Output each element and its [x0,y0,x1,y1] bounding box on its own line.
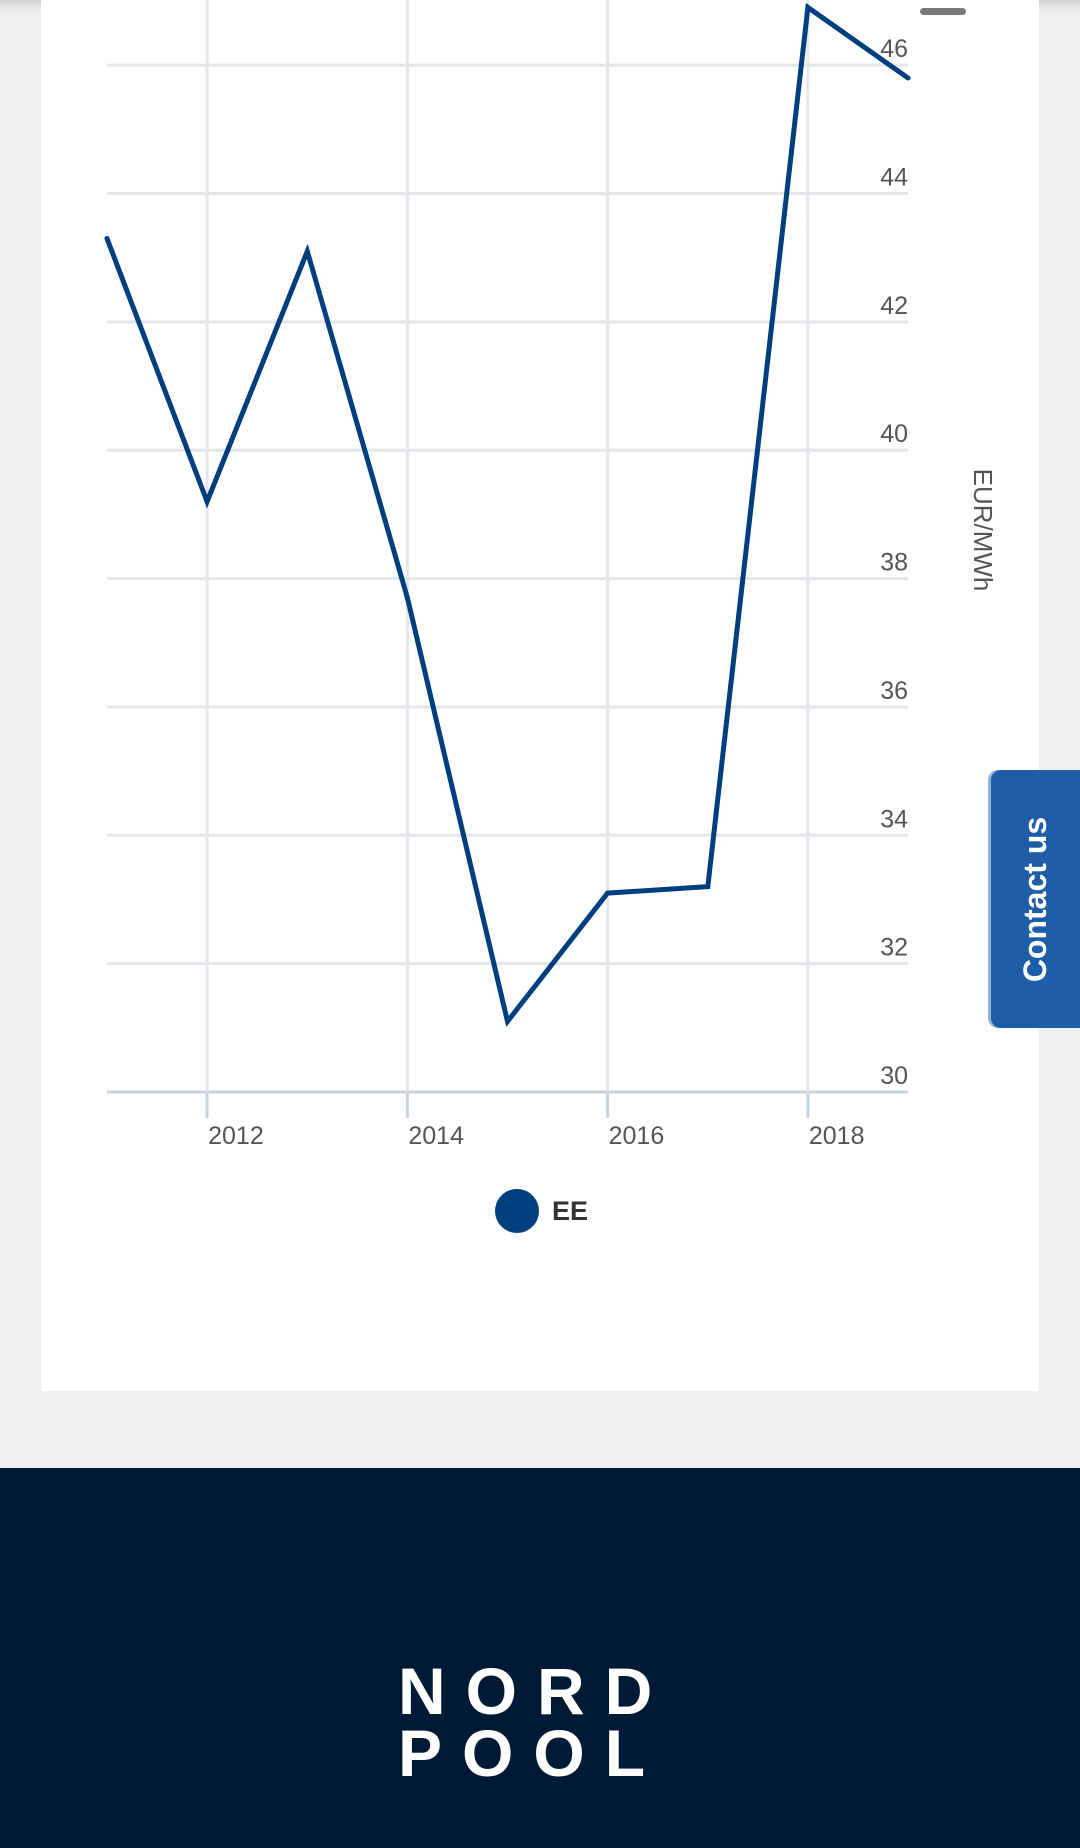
data-point-2019 [905,75,911,81]
scroll-indicator [920,8,966,15]
y-tick-label-46: 46 [880,35,908,63]
y-axis-labels: 30 32 34 36 38 40 42 44 46 [880,35,908,1090]
y-tick-label-44: 44 [880,164,908,192]
contact-us-label: Contact us [1017,816,1053,982]
logo-line-2: POOL [398,1716,666,1790]
y-tick-label-36: 36 [880,677,908,705]
price-line-chart: 30 32 34 36 38 40 42 44 46 2012 2014 2016 2018 EUR/… [104,0,998,1233]
y-tick-label-38: 38 [880,549,908,577]
logo-line-1: NORD [398,1654,673,1728]
y-tick-label-40: 40 [880,420,908,448]
nord-pool-logo[interactable]: NORD POOL [398,1654,688,1790]
data-point-2012 [204,499,210,505]
x-tick-label-2016: 2016 [609,1122,665,1150]
y-tick-label-32: 32 [880,934,908,962]
y-tick-label-30: 30 [880,1062,908,1090]
y-tick-label-34: 34 [880,805,908,833]
contact-us-button[interactable]: Contact us [991,770,1080,1028]
data-point-2011 [104,235,110,241]
data-point-2014 [404,595,410,601]
series-line-ee [104,2,910,1028]
x-tick-label-2018: 2018 [809,1122,865,1150]
site-footer [0,1468,1080,1848]
x-axis-labels: 2012 2014 2016 2018 [208,1122,864,1150]
data-point-2017 [705,884,711,890]
data-point-2013 [304,248,310,254]
legend-marker-ee [495,1189,539,1233]
y-axis-title: EUR/MWh [968,469,998,592]
legend-label-ee: EE [552,1196,588,1226]
chart-series [104,2,911,1028]
y-tick-label-42: 42 [880,292,908,320]
x-tick-label-2012: 2012 [208,1122,264,1150]
data-point-2018 [805,4,811,10]
data-point-2015 [505,1018,510,1024]
chart-grid [107,0,908,1118]
data-point-2016 [605,890,611,896]
x-tick-label-2014: 2014 [408,1122,464,1150]
chart-legend[interactable]: EE [495,1189,588,1233]
chart-card: 30 32 34 36 38 40 42 44 46 2012 2014 2016 2018 EUR/… [41,0,1039,1391]
